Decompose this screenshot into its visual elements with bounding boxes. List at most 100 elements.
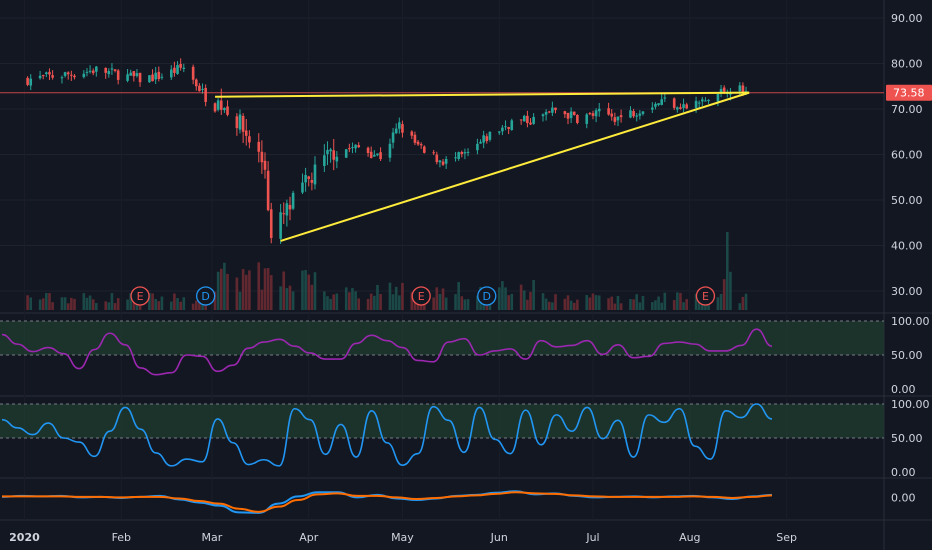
volume-bar [154,298,157,310]
volume-bar [588,297,592,310]
candle-body [391,132,395,143]
volume-bar [129,293,132,310]
candle-body [482,135,485,143]
candle-body [576,114,579,123]
event-marker-letter: D [201,290,209,303]
volume-bar [323,291,326,310]
volume-bar [244,274,248,310]
volume-bar [716,297,720,310]
candle-body [532,116,535,124]
candle-body [504,126,507,128]
time-tick-label: Feb [112,531,131,544]
volume-bar [113,303,117,310]
volume-bar [85,297,89,310]
time-tick-label: May [391,531,414,544]
price-tick-label: 60.00 [891,149,923,162]
candle-body [138,72,142,83]
volume-bar [547,301,551,310]
volume-bar [219,268,223,310]
volume-bar [738,303,742,310]
volume-bar [326,296,329,310]
volume-bar [169,301,173,310]
volume-bar [476,295,479,310]
volume-bar [60,297,64,310]
volume-bar [654,300,657,310]
volume-bar [541,293,545,310]
candle-body [607,108,610,115]
volume-bar [282,271,286,310]
volume-bar [335,293,339,310]
time-tick-label: Jun [490,531,508,544]
time-tick-label: Apr [299,531,319,544]
candle-body [501,127,504,132]
volume-bar [672,300,676,310]
candle-body [613,117,617,122]
candle-body [701,99,704,102]
oscillator-2-panel[interactable] [0,403,884,467]
time-tick-label: Sep [776,531,797,544]
price-tick-label: 80.00 [891,58,923,71]
event-marker-letter: E [418,290,425,303]
volume-bar [563,298,567,310]
volume-bar [263,268,267,310]
candle-body [460,152,464,155]
candle-body [572,111,576,115]
time-tick-label: Aug [679,531,700,544]
candle-body [307,176,311,179]
volume-bar [632,299,635,310]
price-axis[interactable]: 90.00 80.00 70.00 60.00 50.00 40.00 30.00 73.58… [886,12,932,504]
volume-bar [126,299,129,310]
trendlines[interactable] [0,91,884,242]
candle-body [488,131,492,140]
candle-body [554,107,557,111]
volume-bar [544,298,548,310]
oscillator-tick-label: 100.00 [891,398,930,411]
oscillator-line [1,403,773,467]
volume-bar [522,290,526,310]
volume-bar [260,289,264,310]
volume-bar [351,287,354,310]
candle-body [716,93,720,102]
volume-bar [651,302,654,310]
volume-bar [572,302,576,310]
candle-body [376,153,379,156]
volume-bar [329,298,332,310]
time-tick-label: Mar [202,531,223,544]
price-candles[interactable] [26,58,748,245]
volume-bar [160,296,164,310]
volume-bar [51,302,54,310]
volume-bar [132,301,136,310]
candle-body [63,72,67,76]
volume-bar [410,292,414,310]
candle-body [741,85,745,94]
candle-body [326,150,329,155]
macd-panel[interactable] [1,490,773,514]
oscillator-1-panel[interactable] [0,320,884,376]
volume-bar [41,298,45,310]
volume-bar [266,267,270,310]
candle-body [248,136,251,143]
volume-bar [348,292,351,310]
candle-body [438,160,442,163]
volume-bar [110,293,114,310]
volume-bar [91,299,95,310]
candle-body [223,107,226,111]
volume-bar [682,302,685,310]
oscillator-tick-label: 50.00 [891,432,923,445]
candle-body [160,76,164,78]
time-axis[interactable]: 2020 Feb Mar Apr May Jun Jul Aug Sep [9,531,797,544]
volume-bar [332,294,336,310]
candle-body [179,64,182,68]
candle-body [126,74,129,81]
candle-body [476,143,479,151]
candle-body [423,146,426,153]
candle-body [738,85,742,92]
volume-bar [29,297,33,310]
volume-bar [213,291,217,310]
candle-body [388,143,392,158]
candle-body [457,152,460,159]
candle-body [332,150,336,160]
volume-bar [638,302,642,310]
